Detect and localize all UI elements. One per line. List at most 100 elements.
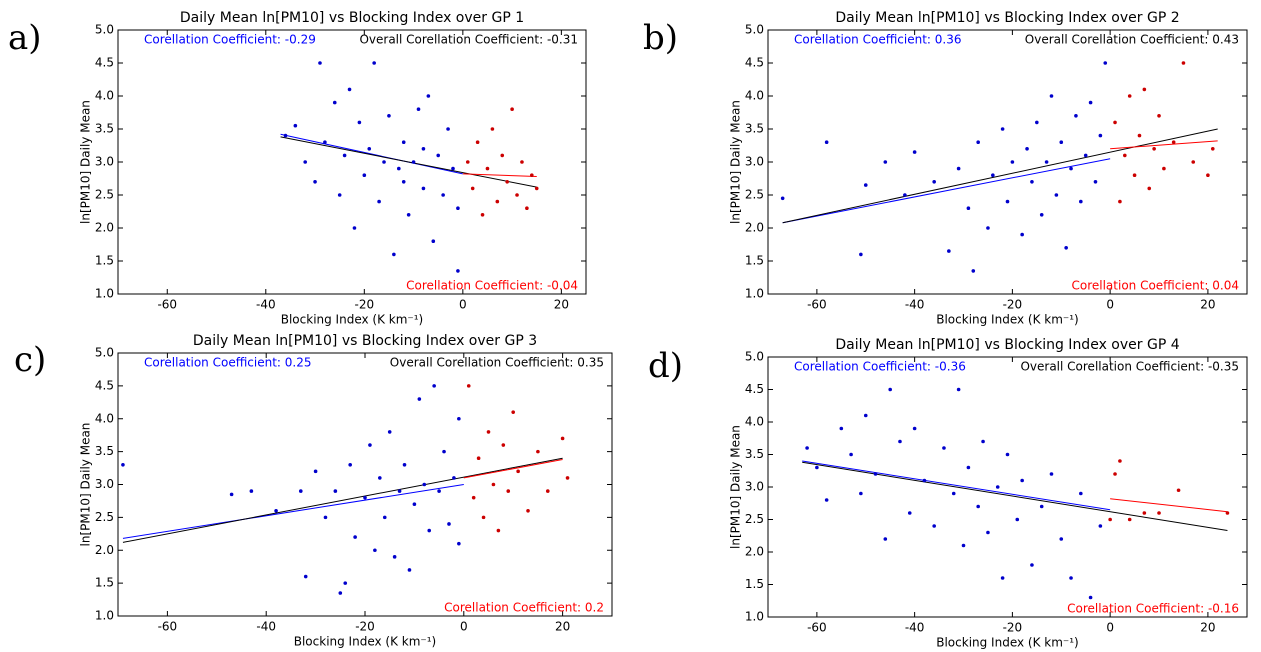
point: [353, 535, 357, 539]
x-axis-label: Blocking Index (K km⁻¹): [936, 636, 1079, 650]
point: [986, 226, 990, 230]
point: [372, 61, 376, 65]
point: [283, 133, 288, 138]
point: [520, 160, 524, 164]
fit-line: [782, 128, 1218, 224]
x-axis-label: Blocking Index (K km⁻¹): [294, 635, 437, 649]
point: [506, 489, 511, 493]
point: [342, 153, 347, 158]
point: [932, 524, 936, 528]
point: [401, 140, 406, 144]
point: [412, 502, 417, 507]
y-tick-label: 2.5: [95, 188, 114, 202]
point: [378, 476, 382, 480]
y-tick-label: 2.0: [745, 221, 764, 235]
annotation: Corellation Coefficient: 0.2: [444, 601, 604, 615]
y-tick-label: 1.5: [95, 254, 114, 268]
point: [1025, 147, 1029, 151]
point: [373, 548, 377, 553]
panel-label: b): [643, 18, 678, 58]
point: [1123, 153, 1127, 158]
point: [1210, 147, 1215, 151]
point: [1049, 472, 1054, 476]
point: [510, 107, 514, 111]
point: [447, 522, 451, 526]
y-tick-label: 4.0: [745, 89, 764, 103]
point: [907, 511, 912, 515]
y-tick-label: 3.5: [745, 122, 764, 136]
panel-label: d): [648, 346, 683, 386]
point: [995, 485, 1000, 489]
point: [1059, 140, 1064, 144]
chart-title: Daily Mean ln[PM10] vs Blocking Index ov…: [180, 10, 524, 26]
y-axis-label: ln[PM10] Daily Mean: [79, 423, 93, 547]
point: [1142, 87, 1147, 92]
point: [481, 515, 486, 520]
y-tick-label: 3.5: [95, 122, 114, 136]
annotation: Overall Corellation Coefficient: -0.35: [1020, 360, 1239, 374]
point: [229, 492, 234, 497]
y-tick-label: 2.0: [95, 221, 114, 235]
point: [1142, 511, 1147, 515]
point: [1005, 199, 1010, 204]
point: [387, 114, 391, 118]
point: [956, 166, 961, 171]
point: [951, 491, 956, 496]
point: [1059, 537, 1064, 541]
point: [863, 413, 868, 418]
point: [1157, 511, 1161, 515]
point: [530, 173, 534, 177]
point: [898, 439, 902, 444]
point: [912, 150, 917, 154]
x-tick-label: -20: [1003, 621, 1023, 635]
point: [323, 140, 327, 144]
y-tick-label: 2.5: [745, 188, 764, 202]
y-tick-label: 1.5: [745, 254, 764, 268]
point: [1118, 199, 1122, 204]
point: [1005, 452, 1010, 457]
x-tick-label: 0: [1106, 621, 1114, 635]
point: [824, 498, 829, 502]
x-tick-label: 20: [555, 620, 570, 634]
point: [839, 426, 844, 431]
y-tick-label: 1.0: [95, 287, 114, 301]
point: [1157, 114, 1161, 118]
annotation: Corellation Coefficient: 0.04: [1071, 279, 1239, 293]
point: [486, 430, 491, 434]
point: [883, 160, 888, 164]
x-tick-label: 20: [554, 298, 569, 312]
point: [1176, 488, 1181, 493]
point: [427, 528, 432, 533]
point: [1132, 173, 1137, 177]
point: [956, 387, 961, 392]
y-tick-label: 4.5: [95, 56, 114, 70]
annotation: Corellation Coefficient: -0.36: [794, 360, 966, 374]
point: [392, 555, 397, 559]
point: [1035, 120, 1039, 125]
point: [534, 186, 539, 191]
fit-line: [802, 460, 1111, 511]
point: [1054, 193, 1059, 197]
point: [417, 397, 422, 401]
point: [961, 543, 966, 548]
point: [313, 180, 317, 184]
fit-line: [122, 457, 563, 543]
y-axis-label: ln[PM10] Daily Mean: [79, 100, 93, 224]
point: [446, 127, 450, 131]
point: [859, 491, 863, 496]
point: [377, 199, 381, 204]
point: [976, 140, 980, 144]
point: [1088, 100, 1093, 105]
y-tick-label: 5.0: [95, 346, 114, 360]
y-tick-label: 2.5: [95, 510, 114, 524]
point: [1103, 61, 1108, 65]
point: [966, 206, 971, 210]
annotation: Overall Corellation Coefficient: -0.31: [359, 33, 578, 47]
point: [121, 462, 125, 467]
annotation: Overall Corellation Coefficient: 0.43: [1025, 33, 1239, 47]
point: [457, 416, 461, 421]
point: [511, 410, 515, 414]
point: [515, 193, 519, 197]
point: [343, 581, 348, 585]
